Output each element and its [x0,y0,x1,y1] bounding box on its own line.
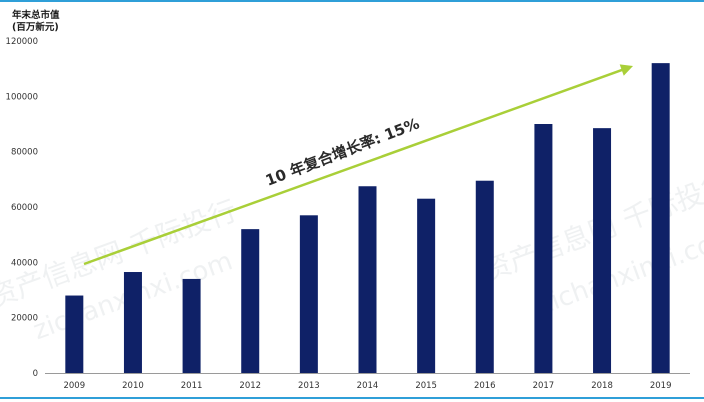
x-tick-label: 2015 [415,381,437,391]
y-axis-title: 年末总市值 (百万新元) [12,10,60,34]
x-tick-label: 2014 [357,381,379,391]
bar-series [65,63,670,374]
bar [65,295,84,373]
x-tick-label: 2018 [591,381,613,391]
bar [475,180,494,373]
bar [241,229,260,373]
x-axis-ticks: 2009 2010 2011 2012 2013 2014 2015 2016 2017 2018… [63,381,671,391]
x-tick-label: 2019 [650,381,672,391]
x-tick-label: 2009 [63,381,85,391]
bar [417,198,436,373]
bar [593,128,612,373]
y-tick-label: 120000 [6,37,38,47]
y-axis-ticks: 0 20000 40000 60000 80000 100000 120000 [6,37,38,379]
bar [182,278,201,373]
y-tick-label: 40000 [11,258,38,268]
y-tick-label: 100000 [6,92,38,102]
top-border-line [0,0,704,2]
y-tick-label: 0 [33,369,38,379]
x-tick-label: 2012 [239,381,261,391]
bar [358,186,377,373]
x-tick-label: 2013 [298,381,320,391]
growth-arrow-line [83,67,626,266]
bar [651,63,670,374]
y-tick-label: 60000 [11,203,38,213]
bar [534,124,553,373]
growth-arrow [83,64,633,266]
x-tick-label: 2017 [533,381,555,391]
bar [299,215,318,373]
x-tick-label: 2016 [474,381,496,391]
growth-arrow-head [619,64,633,76]
x-tick-label: 2010 [122,381,144,391]
y-tick-label: 20000 [11,314,38,324]
bar [123,272,142,373]
x-tick-label: 2011 [181,381,203,391]
y-tick-label: 80000 [11,148,38,158]
bottom-border-line [0,397,704,399]
y-axis-title-line1: 年末总市值 [12,10,60,21]
y-axis-title-line2: (百万新元) [12,22,59,33]
